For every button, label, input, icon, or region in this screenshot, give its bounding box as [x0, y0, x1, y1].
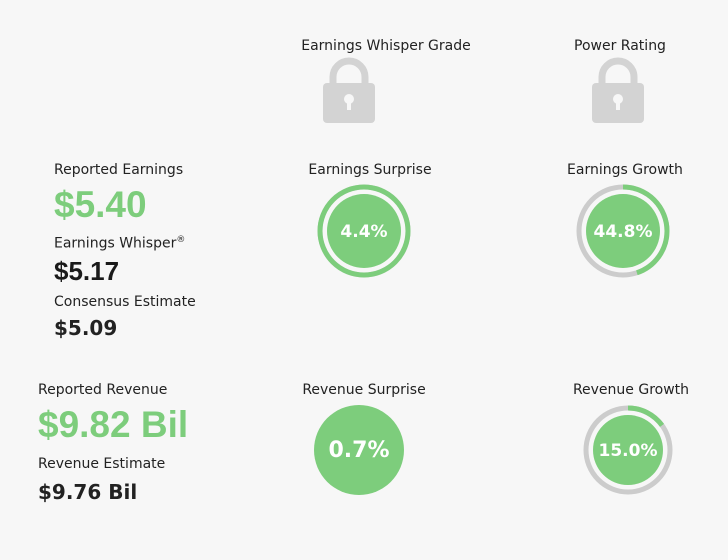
earnings-whisper-value: $5.17: [54, 256, 120, 286]
consensus-estimate-label: Consensus Estimate: [54, 294, 196, 310]
earnings-growth-value: 44.8%: [594, 222, 653, 242]
registered-mark: ®: [176, 235, 186, 245]
reported-earnings-label: Reported Earnings: [54, 162, 184, 178]
earnings-surprise-arc: [317, 184, 411, 278]
earnings-growth-disc: [586, 194, 660, 268]
earnings-growth-gauge: 44.8%: [575, 183, 671, 279]
earnings-growth-label: Earnings Growth: [567, 162, 683, 178]
whisper-grade-header: Earnings Whisper Grade: [301, 38, 471, 54]
revenue-surprise-value: 0.7%: [328, 438, 389, 463]
revenue-growth-value: 15.0%: [599, 441, 658, 461]
revenue-growth-gauge: 15.0%: [582, 404, 674, 496]
revenue-growth-disc: [593, 415, 663, 485]
earnings-surprise-gauge: 4.4%: [316, 183, 412, 279]
revenue-estimate-value: $9.76 Bil: [38, 480, 138, 504]
power-rating-lock-icon: [590, 55, 646, 125]
earnings-whisper-label: Earnings Whisper®: [54, 235, 186, 252]
earnings-growth-arc: [576, 184, 670, 278]
reported-revenue-value: $9.82 Bil: [38, 404, 189, 445]
revenue-surprise-disc: [314, 405, 404, 495]
earnings-surprise-disc: [327, 194, 401, 268]
reported-earnings-value: $5.40: [54, 184, 147, 225]
power-rating-header: Power Rating: [574, 38, 666, 54]
earnings-surprise-value: 4.4%: [340, 222, 387, 242]
whisper-grade-lock-icon: [321, 55, 377, 125]
revenue-growth-arc: [583, 405, 673, 495]
revenue-surprise-gauge: 0.7%: [314, 405, 404, 495]
revenue-surprise-label: Revenue Surprise: [302, 382, 426, 398]
revenue-growth-label: Revenue Growth: [572, 382, 690, 398]
revenue-estimate-label: Revenue Estimate: [38, 456, 166, 472]
earnings-surprise-label: Earnings Surprise: [308, 162, 432, 178]
consensus-estimate-value: $5.09: [54, 316, 118, 340]
reported-revenue-label: Reported Revenue: [38, 382, 168, 398]
